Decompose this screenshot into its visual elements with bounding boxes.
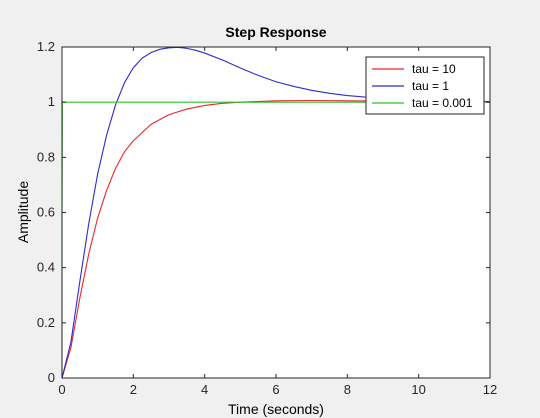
x-tick-label: 0: [58, 382, 65, 397]
y-tick-label: 0.4: [37, 260, 55, 275]
series-line-2: [61, 46, 491, 379]
x-tick-label: 6: [272, 382, 279, 397]
y-axis-label: Amplitude: [15, 181, 31, 243]
legend-label-3: tau = 0.001: [412, 96, 473, 110]
y-tick-label: 1.2: [37, 39, 55, 54]
x-tick-label: 12: [483, 382, 497, 397]
y-tick-label: 0.8: [37, 149, 55, 164]
x-tick-label: 4: [201, 382, 208, 397]
x-tick-label: 10: [411, 382, 425, 397]
series-line-1: [61, 99, 491, 379]
y-tick-label: 1: [48, 94, 55, 109]
legend: tau = 10 tau = 1 tau = 0.001: [365, 56, 485, 115]
y-tick-label: 0.2: [37, 315, 55, 330]
x-tick-label: 2: [130, 382, 137, 397]
x-tick-label: 8: [344, 382, 351, 397]
y-tick-label: 0.6: [37, 205, 55, 220]
y-tick-label: 0: [48, 370, 55, 385]
x-axis-label: Time (seconds): [228, 401, 324, 417]
ticks-layer: 0 2 4 6 8 10 12 0 0.2 0.4 0.6 0.8 1 1.2: [37, 39, 497, 397]
legend-label-2: tau = 1: [412, 79, 449, 93]
legend-label-1: tau = 10: [412, 62, 456, 76]
chart-title: Step Response: [225, 24, 326, 40]
